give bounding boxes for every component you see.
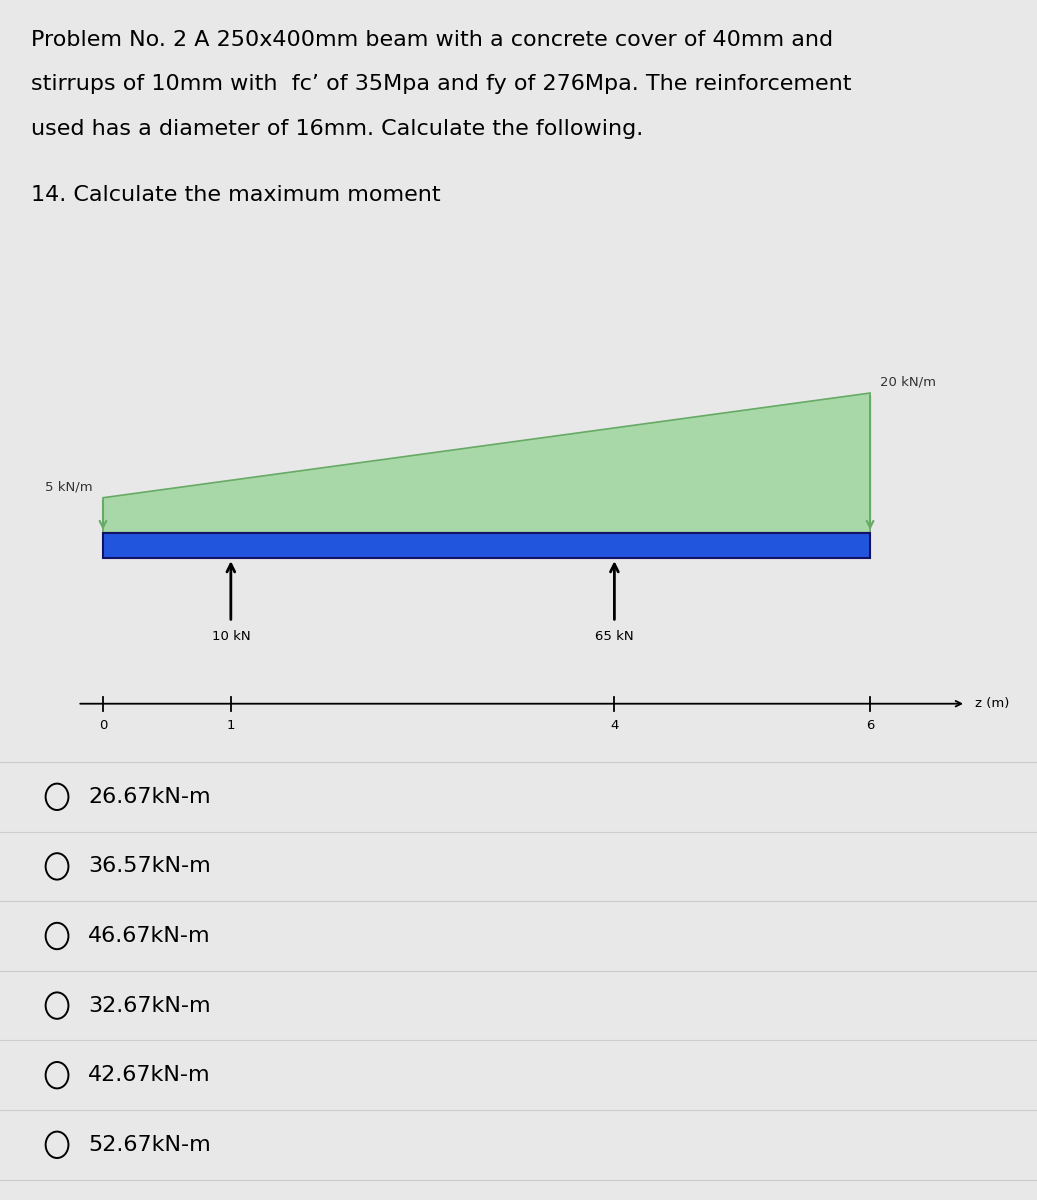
Text: z (m): z (m) <box>975 697 1009 710</box>
Polygon shape <box>103 394 870 533</box>
Text: stirrups of 10mm with  fc’ of 35Mpa and fy of 276Mpa. The reinforcement: stirrups of 10mm with fc’ of 35Mpa and f… <box>31 74 851 95</box>
Text: 10 kN: 10 kN <box>212 630 250 643</box>
Text: 1: 1 <box>227 719 235 732</box>
Text: 14. Calculate the maximum moment: 14. Calculate the maximum moment <box>31 185 441 205</box>
Text: 32.67kN-m: 32.67kN-m <box>88 996 211 1015</box>
Bar <box>103 533 870 558</box>
Text: 20 kN/m: 20 kN/m <box>880 376 936 389</box>
Text: 4: 4 <box>610 719 619 732</box>
Text: 26.67kN-m: 26.67kN-m <box>88 787 211 806</box>
Text: 52.67kN-m: 52.67kN-m <box>88 1135 211 1154</box>
Text: 46.67kN-m: 46.67kN-m <box>88 926 211 946</box>
Text: 0: 0 <box>99 719 107 732</box>
Text: 36.57kN-m: 36.57kN-m <box>88 857 211 876</box>
Text: 5 kN/m: 5 kN/m <box>46 480 92 493</box>
Text: 65 kN: 65 kN <box>595 630 634 643</box>
Text: used has a diameter of 16mm. Calculate the following.: used has a diameter of 16mm. Calculate t… <box>31 119 643 139</box>
Text: Problem No. 2 A 250x400mm beam with a concrete cover of 40mm and: Problem No. 2 A 250x400mm beam with a co… <box>31 30 834 50</box>
Text: 42.67kN-m: 42.67kN-m <box>88 1066 211 1085</box>
Text: 6: 6 <box>866 719 874 732</box>
